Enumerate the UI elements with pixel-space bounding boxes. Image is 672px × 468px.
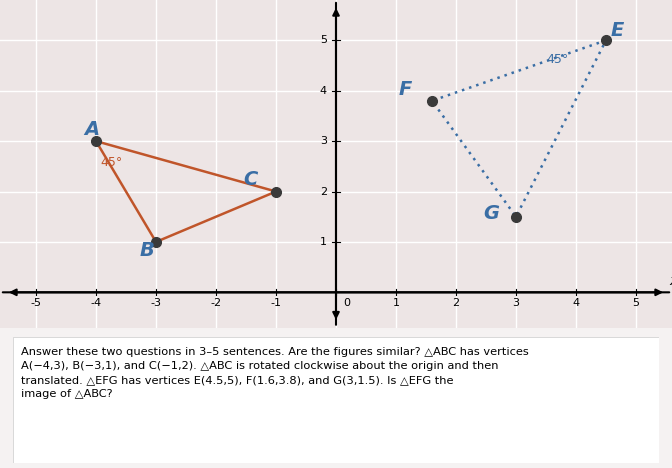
Text: 5: 5 [632,299,640,308]
Text: 1: 1 [320,237,327,247]
Text: 3: 3 [320,136,327,146]
Text: 45°: 45° [546,53,569,66]
FancyBboxPatch shape [13,337,659,463]
Text: 4: 4 [320,86,327,96]
Text: x: x [669,274,672,288]
Text: A: A [84,120,99,139]
Text: -1: -1 [271,299,282,308]
Text: -5: -5 [30,299,42,308]
Text: E: E [611,21,624,40]
Text: -2: -2 [210,299,222,308]
Text: 3: 3 [513,299,519,308]
Text: 1: 1 [392,299,399,308]
Text: F: F [399,80,413,99]
Text: 4: 4 [573,299,579,308]
Text: 2: 2 [320,187,327,197]
Text: 0: 0 [343,299,350,308]
Text: C: C [243,170,257,190]
Text: -4: -4 [91,299,101,308]
Text: G: G [483,204,499,223]
Text: 5: 5 [320,35,327,45]
Text: B: B [139,241,154,260]
Text: Answer these two questions in 3–5 sentences. Are the figures similar? △ABC has v: Answer these two questions in 3–5 senten… [22,347,529,399]
Text: 45°: 45° [101,156,123,169]
Text: 2: 2 [452,299,460,308]
Text: -3: -3 [151,299,161,308]
